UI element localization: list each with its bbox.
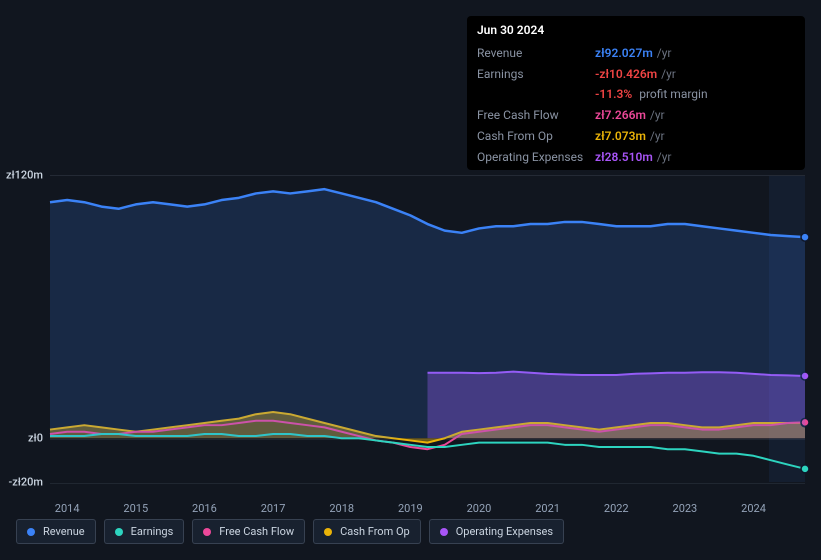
x-axis-tick: 2018 bbox=[329, 502, 354, 515]
legend-label: Operating Expenses bbox=[456, 525, 553, 538]
legend-swatch bbox=[203, 528, 211, 536]
legend-item[interactable]: Free Cash Flow bbox=[192, 519, 305, 544]
chart: zł120m zł0 -zł20m 2014 2015 2016 2017 2018 2019… bbox=[0, 155, 821, 512]
tooltip-row: Revenuezł92.027m/yr bbox=[467, 43, 805, 64]
x-axis-tick: 2017 bbox=[261, 502, 286, 515]
legend-item[interactable]: Earnings bbox=[104, 519, 185, 544]
tooltip-metric-label: Cash From Op bbox=[477, 128, 595, 145]
x-axis-tick: 2020 bbox=[467, 502, 492, 515]
tooltip-metric-label: Free Cash Flow bbox=[477, 107, 595, 124]
legend-item[interactable]: Cash From Op bbox=[313, 519, 421, 544]
series-endpoint-dot bbox=[801, 233, 809, 241]
x-axis-tick: 2016 bbox=[192, 502, 217, 515]
legend-item[interactable]: Operating Expenses bbox=[429, 519, 564, 544]
legend-swatch bbox=[324, 528, 332, 536]
x-axis-tick: 2023 bbox=[673, 502, 698, 515]
tooltip-metric-label: Revenue bbox=[477, 45, 595, 62]
tooltip-panel: Jun 30 2024 Revenuezł92.027m/yrEarnings-… bbox=[467, 16, 805, 170]
tooltip-metric-value: -zł10.426m/yr bbox=[595, 66, 676, 83]
series-area bbox=[50, 189, 805, 438]
x-axis-tick: 2021 bbox=[535, 502, 560, 515]
tooltip-row: Operating Expenseszł28.510m/yr bbox=[467, 147, 805, 168]
tooltip-metric-value: zł7.073m/yr bbox=[595, 128, 665, 145]
series-endpoint-dot bbox=[801, 465, 809, 473]
x-axis-tick: 2015 bbox=[123, 502, 148, 515]
legend-item[interactable]: Revenue bbox=[16, 519, 96, 544]
legend-swatch bbox=[27, 528, 35, 536]
legend-label: Revenue bbox=[43, 525, 85, 538]
legend-swatch bbox=[115, 528, 123, 536]
legend-label: Cash From Op bbox=[340, 525, 410, 538]
legend-label: Earnings bbox=[131, 525, 174, 538]
tooltip-metric-value: zł7.266m/yr bbox=[595, 107, 665, 124]
tooltip-date: Jun 30 2024 bbox=[467, 16, 805, 43]
x-axis-tick: 2022 bbox=[604, 502, 629, 515]
tooltip-metric-value: zł92.027m/yr bbox=[595, 45, 671, 62]
tooltip-row: Earnings-zł10.426m/yr bbox=[467, 64, 805, 85]
tooltip-metric-label: Operating Expenses bbox=[477, 149, 595, 166]
tooltip-row: -11.3% profit margin bbox=[467, 84, 805, 105]
y-axis-label: zł0 bbox=[0, 432, 47, 445]
x-axis-tick: 2024 bbox=[741, 502, 766, 515]
tooltip-metric-extra: -11.3% profit margin bbox=[595, 86, 708, 103]
legend: Revenue Earnings Free Cash Flow Cash From O… bbox=[16, 519, 564, 544]
x-axis-tick: 2014 bbox=[55, 502, 80, 515]
tooltip-row: Free Cash Flowzł7.266m/yr bbox=[467, 105, 805, 126]
y-axis-label: -zł20m bbox=[0, 476, 47, 489]
tooltip-metric-label: Earnings bbox=[477, 66, 595, 83]
x-axis-tick: 2019 bbox=[398, 502, 423, 515]
y-axis-label: zł120m bbox=[0, 169, 47, 182]
tooltip-metric-value: zł28.510m/yr bbox=[595, 149, 671, 166]
legend-label: Free Cash Flow bbox=[219, 525, 294, 538]
plot-area bbox=[50, 175, 805, 482]
tooltip-row: Cash From Opzł7.073m/yr bbox=[467, 126, 805, 147]
gridline bbox=[50, 483, 805, 484]
legend-swatch bbox=[440, 528, 448, 536]
